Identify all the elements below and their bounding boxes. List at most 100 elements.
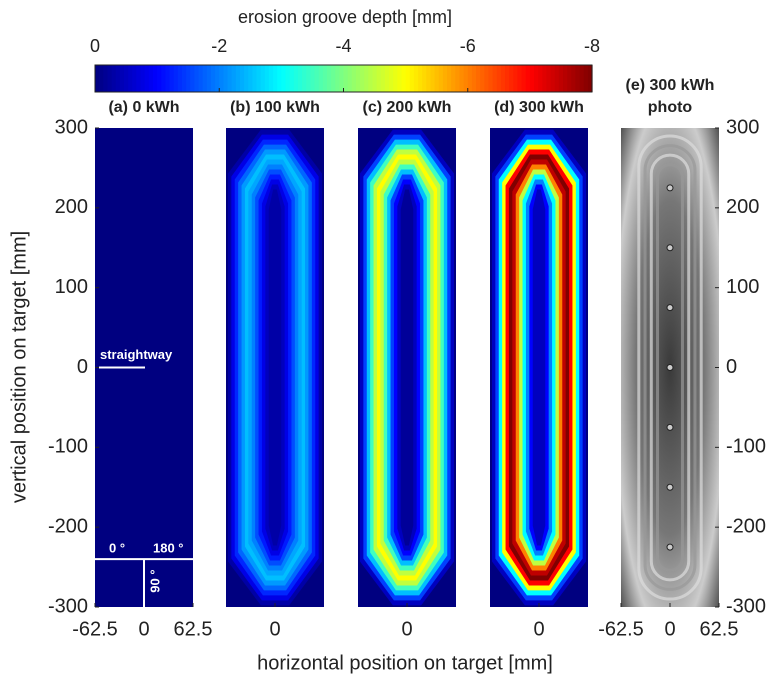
colorbar-cell xyxy=(335,65,340,92)
colorbar-cell xyxy=(235,65,241,92)
colorbar-cell xyxy=(314,65,320,92)
colorbar-cell xyxy=(500,65,506,92)
colorbar-cell xyxy=(136,65,142,92)
colorbar-cell xyxy=(227,65,233,92)
colorbar-cell xyxy=(393,65,398,92)
photo-bolt xyxy=(666,184,674,192)
colorbar-cell xyxy=(455,65,461,92)
colorbar-cell xyxy=(264,65,270,92)
photo-bolt xyxy=(666,244,674,252)
panel-title: (c) 200 kWh xyxy=(363,99,452,116)
panel xyxy=(358,128,456,607)
colorbar-cell xyxy=(99,65,104,92)
colorbar-cell xyxy=(152,65,158,92)
colorbar-cell xyxy=(210,65,216,92)
panel-title: (d) 300 kWh xyxy=(494,99,584,116)
colorbar-cell xyxy=(579,65,585,92)
colorbar-cell xyxy=(459,65,465,92)
colorbar-cell xyxy=(268,65,274,92)
colorbar-cell xyxy=(132,65,138,92)
x-tick-label: 0 xyxy=(533,618,544,640)
colorbar-tick-label: -6 xyxy=(460,36,476,56)
colorbar-cell xyxy=(476,65,481,92)
colorbar-cell xyxy=(322,65,328,92)
colorbar-cell xyxy=(380,65,386,92)
photo-bolt xyxy=(666,364,674,371)
colorbar-cell xyxy=(413,65,419,92)
colorbar-cell xyxy=(231,65,237,92)
colorbar-cell xyxy=(306,65,311,92)
colorbar-cell xyxy=(563,65,568,92)
y-tick-label-right: -300 xyxy=(726,595,766,617)
colorbar-cell xyxy=(219,65,224,92)
colorbar-cell xyxy=(364,65,369,92)
colorbar-label: erosion groove depth [mm] xyxy=(238,7,452,27)
colorbar-cell xyxy=(583,65,589,92)
colorbar-cell xyxy=(215,65,220,92)
colorbar-cell xyxy=(389,65,394,92)
colorbar-cell xyxy=(434,65,440,92)
colorbar-cell xyxy=(285,65,291,92)
colorbar-cell xyxy=(177,65,183,92)
colorbar-cell xyxy=(587,65,593,92)
y-axis-title: vertical position on target [mm] xyxy=(8,231,30,503)
photo-groove xyxy=(643,144,697,591)
y-tick-label-right: 100 xyxy=(726,276,759,298)
colorbar-cell xyxy=(161,65,167,92)
colorbar-cell xyxy=(550,65,556,92)
panel-title: (e) 300 kWh xyxy=(626,77,715,94)
annotation: straightway xyxy=(100,347,173,362)
x-tick-label: 62.5 xyxy=(174,618,213,640)
colorbar-cell xyxy=(95,65,100,92)
colorbar-cell xyxy=(140,65,146,92)
colorbar-cell xyxy=(123,65,129,92)
colorbar-cell xyxy=(310,65,316,92)
photo-bolt xyxy=(666,304,674,312)
colorbar-cell xyxy=(302,65,307,92)
colorbar-cell xyxy=(157,65,162,92)
colorbar-cell xyxy=(347,65,353,92)
colorbar-cell xyxy=(422,65,427,92)
colorbar-cell xyxy=(239,65,245,92)
y-tick-label: -200 xyxy=(48,515,88,537)
colorbar-cell xyxy=(571,65,577,92)
colorbar-cell xyxy=(405,65,411,92)
y-tick-label: 300 xyxy=(55,116,88,138)
y-tick-label: -100 xyxy=(48,436,88,458)
panel-title: photo xyxy=(648,99,693,116)
colorbar-cell xyxy=(144,65,150,92)
colorbar-cell xyxy=(384,65,390,92)
colorbar-cell xyxy=(252,65,258,92)
x-tick-label: 0 xyxy=(138,618,149,640)
colorbar-cell xyxy=(277,65,282,92)
colorbar-cell xyxy=(173,65,179,92)
depth-contour xyxy=(268,189,282,546)
x-tick-label: -62.5 xyxy=(598,618,644,640)
colorbar-cell xyxy=(529,65,535,92)
colorbar-cell xyxy=(244,65,249,92)
colorbar-cell xyxy=(223,65,229,92)
photo-bolt xyxy=(666,483,674,491)
colorbar-cell xyxy=(496,65,502,92)
colorbar-cell xyxy=(534,65,539,92)
colorbar-cell xyxy=(546,65,552,92)
colorbar-cell xyxy=(273,65,278,92)
colorbar-cell xyxy=(111,65,117,92)
y-tick-label-right: 300 xyxy=(726,116,759,138)
colorbar-tick-label: -2 xyxy=(211,36,227,56)
colorbar-cell xyxy=(355,65,361,92)
y-tick-label-right: 0 xyxy=(726,356,737,378)
colorbar-cell xyxy=(103,65,109,92)
colorbar-cell xyxy=(538,65,543,92)
x-tick-label: 0 xyxy=(269,618,280,640)
colorbar-cell xyxy=(376,65,382,92)
colorbar-cell xyxy=(418,65,423,92)
colorbar-cell xyxy=(505,65,510,92)
x-tick-label: 0 xyxy=(401,618,412,640)
colorbar-cell xyxy=(372,65,378,92)
colorbar-cell xyxy=(397,65,403,92)
colorbar-cell xyxy=(368,65,374,92)
colorbar-cell xyxy=(484,65,490,92)
depth-contour xyxy=(400,189,414,546)
